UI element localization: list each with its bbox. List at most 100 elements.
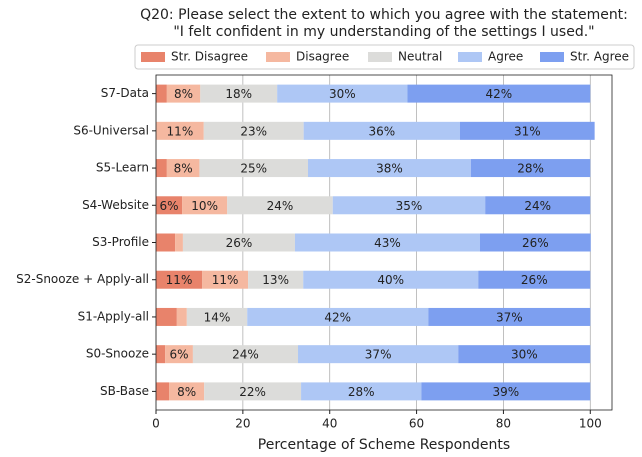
data-label: 11% bbox=[212, 273, 239, 287]
data-label: 6% bbox=[169, 348, 188, 362]
bar-segment bbox=[421, 382, 591, 401]
bar-segment bbox=[156, 121, 204, 140]
x-axis-label: Percentage of Scheme Respondents bbox=[258, 437, 510, 453]
bar-segment bbox=[227, 196, 333, 215]
bar-segment bbox=[165, 345, 193, 364]
x-tick-label: 20 bbox=[235, 417, 250, 431]
data-label: 30% bbox=[329, 87, 356, 101]
bar-segment bbox=[182, 196, 228, 215]
data-label: 8% bbox=[174, 162, 193, 176]
y-tick-label: SB-Base bbox=[100, 384, 149, 398]
bar-segment bbox=[428, 307, 591, 326]
data-label: 28% bbox=[517, 162, 544, 176]
bar-segment bbox=[202, 270, 249, 289]
data-label: 23% bbox=[240, 124, 267, 138]
bar-segment bbox=[248, 270, 304, 289]
data-label: 8% bbox=[177, 385, 196, 399]
data-label: 38% bbox=[376, 162, 403, 176]
bar-segment bbox=[156, 307, 177, 326]
y-tick-label: S0-Snooze bbox=[86, 347, 149, 361]
bar-segment bbox=[175, 233, 183, 252]
bar-segment bbox=[277, 84, 408, 103]
y-tick-label: S3-Profile bbox=[92, 235, 149, 249]
data-label: 14% bbox=[204, 310, 231, 324]
bar-segment bbox=[156, 196, 183, 215]
data-label: 28% bbox=[348, 385, 375, 399]
data-label: 42% bbox=[324, 310, 351, 324]
bar-segment bbox=[479, 233, 591, 252]
chart-title: "I felt confident in my understanding of… bbox=[173, 24, 594, 40]
bar-segment bbox=[186, 307, 248, 326]
bar-segment bbox=[470, 159, 591, 178]
data-label: 13% bbox=[262, 273, 289, 287]
legend-swatch bbox=[266, 52, 290, 62]
y-tick-label: S2-Snooze + Apply-all bbox=[16, 272, 149, 286]
bar-segment bbox=[156, 345, 166, 364]
bar-segment bbox=[156, 84, 167, 103]
bar-segment bbox=[485, 196, 591, 215]
x-tick-label: 0 bbox=[152, 417, 160, 431]
bar-segment bbox=[298, 345, 459, 364]
bar-segment bbox=[182, 233, 295, 252]
bar-segment bbox=[156, 382, 170, 401]
data-label: 26% bbox=[522, 236, 549, 250]
legend-swatch bbox=[368, 52, 392, 62]
legend-label: Agree bbox=[488, 50, 523, 64]
x-tick-label: 40 bbox=[322, 417, 337, 431]
data-label: 35% bbox=[396, 199, 423, 213]
data-label: 11% bbox=[166, 273, 193, 287]
plot-frame bbox=[155, 74, 613, 411]
data-label: 24% bbox=[232, 348, 259, 362]
bar-segment bbox=[156, 159, 167, 178]
bar-segment bbox=[192, 345, 299, 364]
data-label: 24% bbox=[524, 199, 551, 213]
y-tick-label: S4-Website bbox=[82, 198, 149, 212]
x-tick-label: 100 bbox=[579, 417, 602, 431]
y-tick-label: S6-Universal bbox=[73, 123, 149, 137]
data-label: 22% bbox=[239, 385, 266, 399]
data-label: 37% bbox=[496, 310, 523, 324]
data-label: 18% bbox=[225, 87, 252, 101]
bar-segment bbox=[203, 121, 304, 140]
bar-segment bbox=[303, 270, 479, 289]
x-tick-label: 80 bbox=[496, 417, 511, 431]
bar-segment bbox=[332, 196, 486, 215]
y-tick-label: S7-Data bbox=[101, 86, 149, 100]
bar-segment bbox=[156, 233, 176, 252]
bar-segment bbox=[166, 159, 200, 178]
data-label: 30% bbox=[511, 348, 538, 362]
bar-segment bbox=[199, 159, 308, 178]
data-label: 42% bbox=[486, 87, 513, 101]
bar-segment bbox=[169, 382, 205, 401]
data-label: 40% bbox=[377, 273, 404, 287]
legend-swatch bbox=[458, 52, 482, 62]
bar-segment bbox=[200, 84, 278, 103]
y-tick-label: S1-Apply-all bbox=[78, 309, 149, 323]
bar-segment bbox=[176, 307, 187, 326]
bar-segment bbox=[478, 270, 591, 289]
data-label: 8% bbox=[174, 87, 193, 101]
data-label: 11% bbox=[167, 124, 194, 138]
data-label: 10% bbox=[191, 199, 218, 213]
data-label: 31% bbox=[514, 124, 541, 138]
legend-label: Str. Agree bbox=[570, 50, 629, 64]
legend-label: Neutral bbox=[398, 50, 442, 64]
bar-segment bbox=[294, 233, 480, 252]
data-label: 37% bbox=[365, 348, 392, 362]
bar-segment bbox=[166, 84, 201, 103]
bar-segment bbox=[308, 159, 471, 178]
bar-segment bbox=[247, 307, 429, 326]
data-label: 6% bbox=[160, 199, 179, 213]
data-label: 25% bbox=[240, 162, 267, 176]
bar-segment bbox=[156, 270, 203, 289]
data-label: 39% bbox=[492, 385, 519, 399]
data-label: 24% bbox=[267, 199, 294, 213]
x-tick-label: 60 bbox=[409, 417, 424, 431]
y-tick-label: S5-Learn bbox=[96, 161, 149, 175]
legend-swatch bbox=[540, 52, 564, 62]
data-label: 26% bbox=[226, 236, 253, 250]
legend-label: Disagree bbox=[296, 50, 349, 64]
data-label: 43% bbox=[374, 236, 401, 250]
data-label: 26% bbox=[521, 273, 548, 287]
